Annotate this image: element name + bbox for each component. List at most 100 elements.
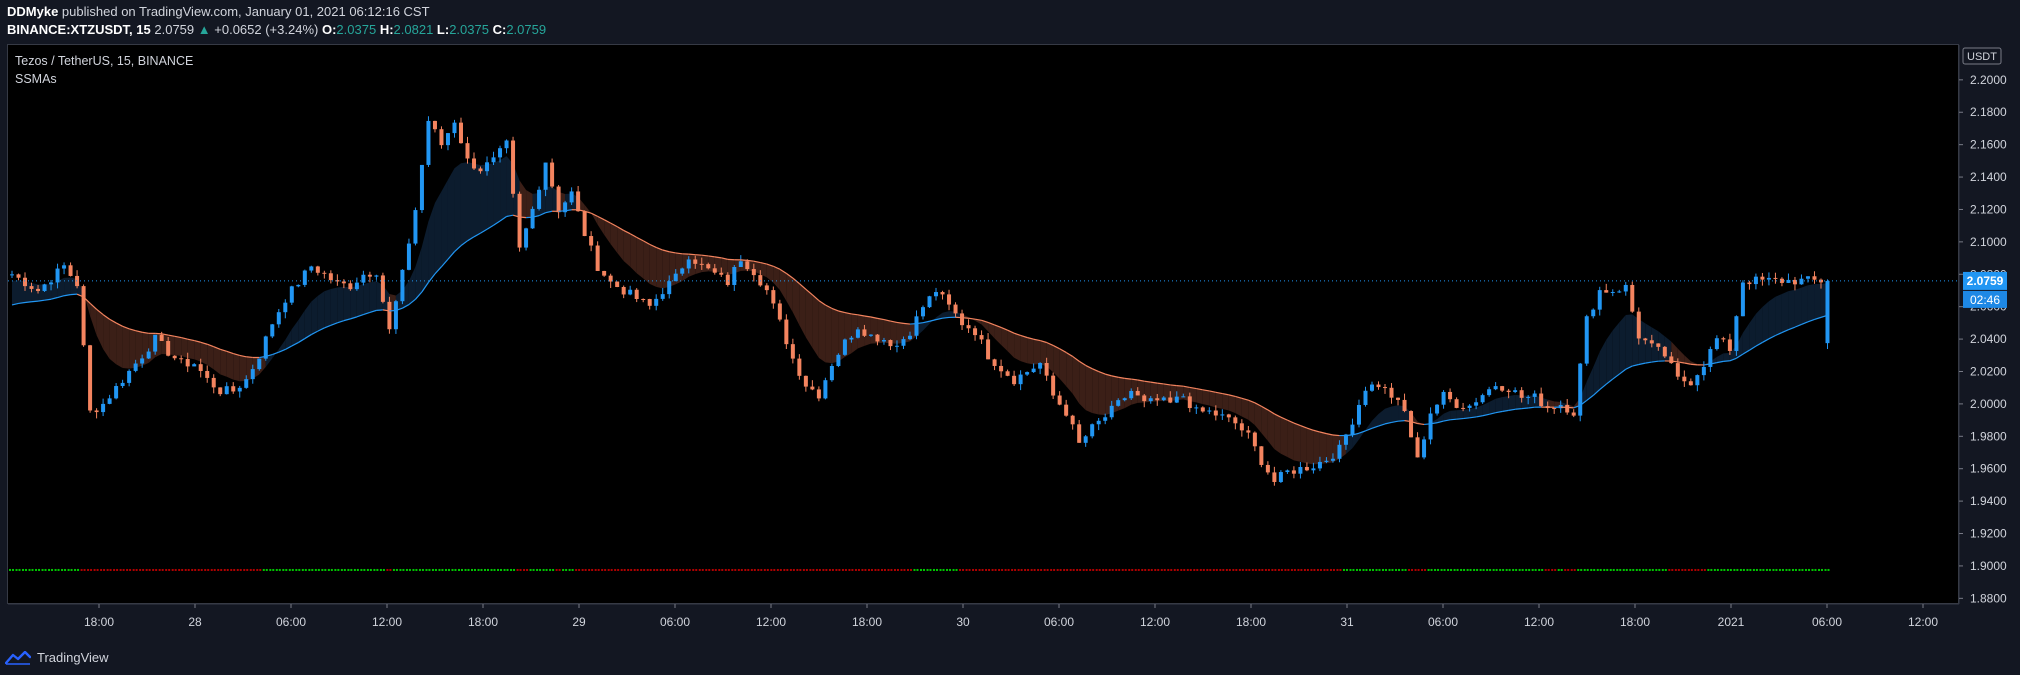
ssma-line-segment <box>1091 368 1099 373</box>
ssma-line-segment <box>1690 363 1698 366</box>
signal-dot <box>1733 568 1736 571</box>
ssma-line-segment <box>610 222 618 228</box>
signal-dot <box>1456 568 1459 571</box>
ssma-cloud-segment <box>1762 301 1769 343</box>
signal-dot <box>1460 568 1463 571</box>
ssma-cloud-segment <box>1482 401 1490 416</box>
signal-dot <box>753 568 756 571</box>
signal-dot <box>675 568 678 571</box>
countdown-badge <box>1963 290 2007 308</box>
signal-dot <box>139 568 142 571</box>
author-name[interactable]: DDMyke <box>7 4 59 19</box>
ssma-cloud-segment <box>1417 421 1425 426</box>
signal-dot <box>1531 568 1534 571</box>
signal-dot <box>838 568 841 571</box>
ssma-cloud-segment <box>643 240 650 284</box>
ssma-cloud-segment <box>1059 348 1067 387</box>
time-tick-label: 06:00 <box>1044 615 1074 629</box>
signal-dot <box>1622 568 1625 571</box>
candle-body <box>504 140 509 149</box>
ssma-line-segment <box>1450 418 1457 421</box>
ssma-line-segment <box>974 318 982 321</box>
ssma-cloud-segment <box>1749 313 1756 351</box>
candle-body <box>1376 384 1381 388</box>
signal-dot <box>1547 568 1550 571</box>
signal-dot <box>1421 568 1424 571</box>
signal-dot <box>22 568 25 571</box>
signal-dot <box>1775 568 1778 571</box>
signal-dot <box>1713 568 1716 571</box>
signal-dot <box>1772 568 1775 571</box>
signal-dot <box>181 568 184 571</box>
candles[interactable] <box>10 116 1830 486</box>
signal-dot <box>870 568 873 571</box>
signal-dot <box>1684 568 1687 571</box>
ssma-cloud-segment <box>408 266 416 305</box>
signal-dot <box>1089 568 1092 571</box>
signal-dot <box>526 568 529 571</box>
symbol-label: BINANCE:XTZUSDT, 15 <box>7 22 151 37</box>
signal-dot <box>1817 568 1820 571</box>
price-axis[interactable]: USDT 2.2000 2.1800 2.1600 2.1400 2.1200 2.1000… <box>8 45 2007 605</box>
candle-body <box>348 283 353 290</box>
ssma-cloud-segment <box>343 286 351 321</box>
candle-body <box>198 364 203 371</box>
candle-body <box>1194 407 1199 409</box>
ssma-cloud-segment <box>200 342 208 365</box>
ssma-line-segment <box>1371 425 1379 429</box>
ssma-line-segment <box>1170 384 1177 387</box>
ssma-cloud-segment <box>1066 352 1073 394</box>
candle-body <box>738 261 743 268</box>
ssma-cloud-segment <box>369 281 377 313</box>
candle-body <box>934 292 939 297</box>
signal-dot <box>998 568 1001 571</box>
candle-body <box>1558 404 1563 409</box>
ssma-cloud-segment <box>1163 383 1171 401</box>
candle-body <box>1415 437 1420 458</box>
indicator-label[interactable]: SSMAs <box>15 72 57 86</box>
signal-dot <box>727 568 730 571</box>
signal-dot <box>1794 568 1797 571</box>
signal-dot <box>191 568 194 571</box>
signal-dot <box>1310 568 1313 571</box>
signal-dot <box>1664 568 1667 571</box>
signal-dot <box>1115 568 1118 571</box>
ssma-cloud-segment <box>1391 405 1399 423</box>
signal-dot <box>1017 568 1020 571</box>
price-chart[interactable]: USDT 2.2000 2.1800 2.1600 2.1400 2.1200 2.1000… <box>0 0 2020 640</box>
signal-dot <box>434 568 437 571</box>
ssma-cloud-segment <box>610 223 618 253</box>
ssma-cloud-segment <box>441 179 448 267</box>
ssma-line-segment <box>1157 382 1164 385</box>
signal-dot <box>1085 568 1088 571</box>
signal-dot <box>1098 568 1101 571</box>
time-axis[interactable]: 18:00 28 06:00 12:00 18:00 29 06:00 12:00 18:00 3… <box>8 603 1959 629</box>
ssma-line-segment <box>857 314 865 317</box>
ssma-lines <box>11 209 1828 437</box>
candle-body <box>1734 316 1739 351</box>
signal-dot <box>9 568 11 571</box>
ssma-line-segment <box>798 283 807 290</box>
tradingview-brand[interactable]: TradingView <box>5 650 109 665</box>
ssma-cloud-segment <box>226 351 234 380</box>
ssma-line-segment <box>1592 389 1601 396</box>
ssma-line-segment <box>1176 385 1184 387</box>
ssma-line-segment <box>577 209 585 212</box>
signal-dot <box>1014 568 1017 571</box>
ssma-line-segment <box>1404 420 1412 423</box>
signal-dot <box>516 568 519 571</box>
candle-body <box>745 261 750 270</box>
signal-dot <box>1417 568 1420 571</box>
signal-dot <box>1030 568 1033 571</box>
candle-body <box>1513 390 1518 392</box>
publish-info: DDMyke published on TradingView.com, Jan… <box>7 4 430 19</box>
candle-body <box>667 281 672 295</box>
candle-body <box>218 387 223 395</box>
ssma-line-segment <box>1814 316 1822 321</box>
candle-body <box>393 301 398 330</box>
signal-dot <box>129 568 132 571</box>
ssma-line-segment <box>226 350 234 355</box>
ssma-cloud-segment <box>812 294 819 358</box>
candle-body <box>1799 278 1804 285</box>
signal-dot <box>1788 568 1791 571</box>
